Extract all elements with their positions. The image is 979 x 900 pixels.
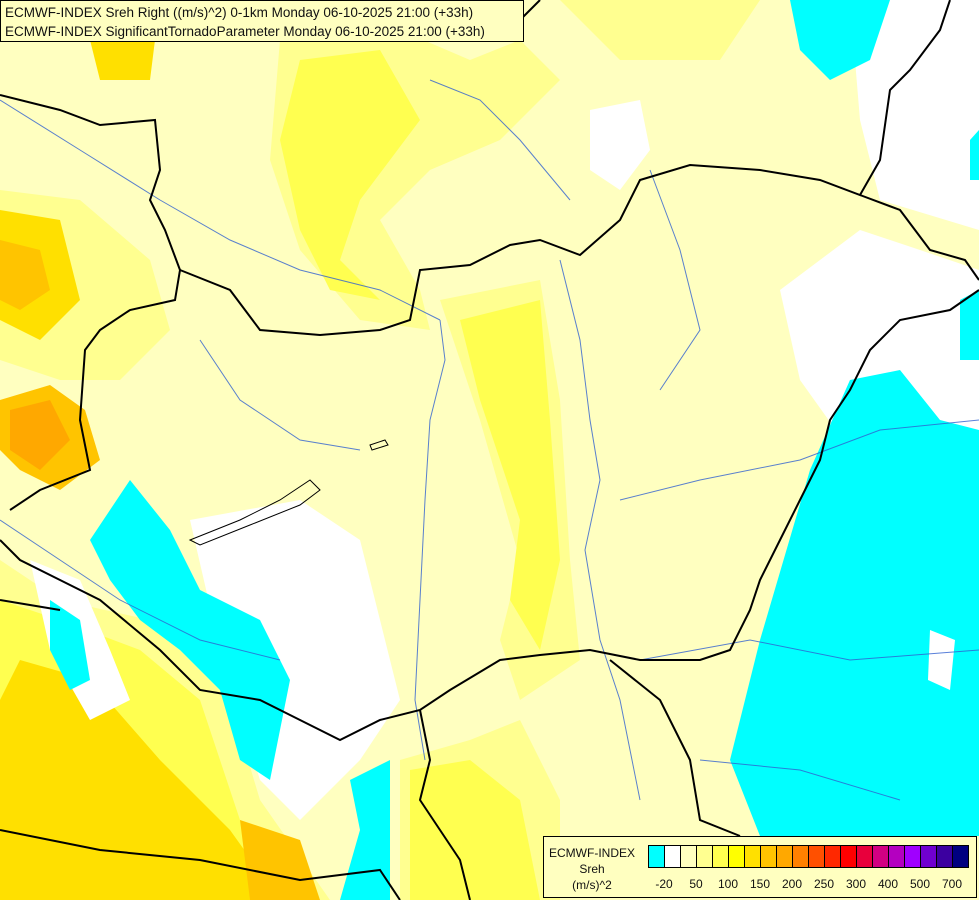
legend-swatch (921, 846, 937, 867)
field-low (50, 0, 979, 900)
legend-swatch (953, 846, 968, 867)
legend-variable: Sreh (579, 862, 605, 876)
legend-tick: 300 (845, 877, 867, 891)
legend-tick: 700 (941, 877, 963, 891)
legend-swatch (793, 846, 809, 867)
legend-swatch (809, 846, 825, 867)
legend-swatch (681, 846, 697, 867)
legend-swatch (665, 846, 681, 867)
legend-ticks: -20 50 100 150 200 250 300 400 500 700 (648, 877, 978, 893)
title-line-stp: ECMWF-INDEX SignificantTornadoParameter … (5, 24, 485, 39)
legend-title: ECMWF-INDEX Sreh (m/s)^2 (546, 845, 638, 893)
legend-swatch (873, 846, 889, 867)
legend-swatch (761, 846, 777, 867)
legend-tick: 500 (909, 877, 931, 891)
legend-tick: 50 (689, 877, 703, 891)
legend-swatch (841, 846, 857, 867)
legend-swatch (825, 846, 841, 867)
legend-swatch (729, 846, 745, 867)
legend-tick: 400 (877, 877, 899, 891)
lake-balaton (188, 439, 389, 546)
legend-swatches (648, 845, 969, 868)
legend-swatch (649, 846, 665, 867)
title-line-sreh: ECMWF-INDEX Sreh Right ((m/s)^2) 0-1km M… (5, 5, 474, 20)
map-title: ECMWF-INDEX Sreh Right ((m/s)^2) 0-1km M… (0, 0, 524, 42)
legend-swatch (857, 846, 873, 867)
legend-tick: 100 (717, 877, 739, 891)
legend-tick: 150 (749, 877, 771, 891)
legend-tick: 200 (781, 877, 803, 891)
rivers (0, 79, 979, 801)
color-legend: ECMWF-INDEX Sreh (m/s)^2 -20 50 100 150 200 2… (543, 836, 977, 898)
legend-swatch (713, 846, 729, 867)
legend-swatch (745, 846, 761, 867)
legend-swatch (697, 846, 713, 867)
legend-swatch (937, 846, 953, 867)
legend-model: ECMWF-INDEX (549, 846, 635, 860)
legend-swatch (905, 846, 921, 867)
legend-tick: -20 (655, 877, 673, 891)
legend-tick: 250 (813, 877, 835, 891)
legend-unit: (m/s)^2 (572, 878, 612, 892)
legend-swatch (777, 846, 793, 867)
legend-swatch (889, 846, 905, 867)
